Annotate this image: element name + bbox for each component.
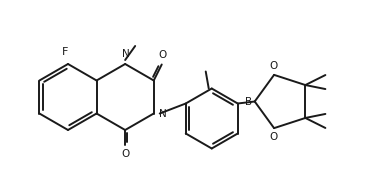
Text: O: O: [269, 132, 277, 142]
Text: N: N: [159, 108, 166, 119]
Text: N: N: [122, 49, 130, 59]
Text: O: O: [159, 50, 167, 61]
Text: B: B: [245, 96, 252, 107]
Text: F: F: [62, 47, 68, 57]
Text: O: O: [269, 61, 277, 71]
Text: O: O: [121, 149, 129, 159]
